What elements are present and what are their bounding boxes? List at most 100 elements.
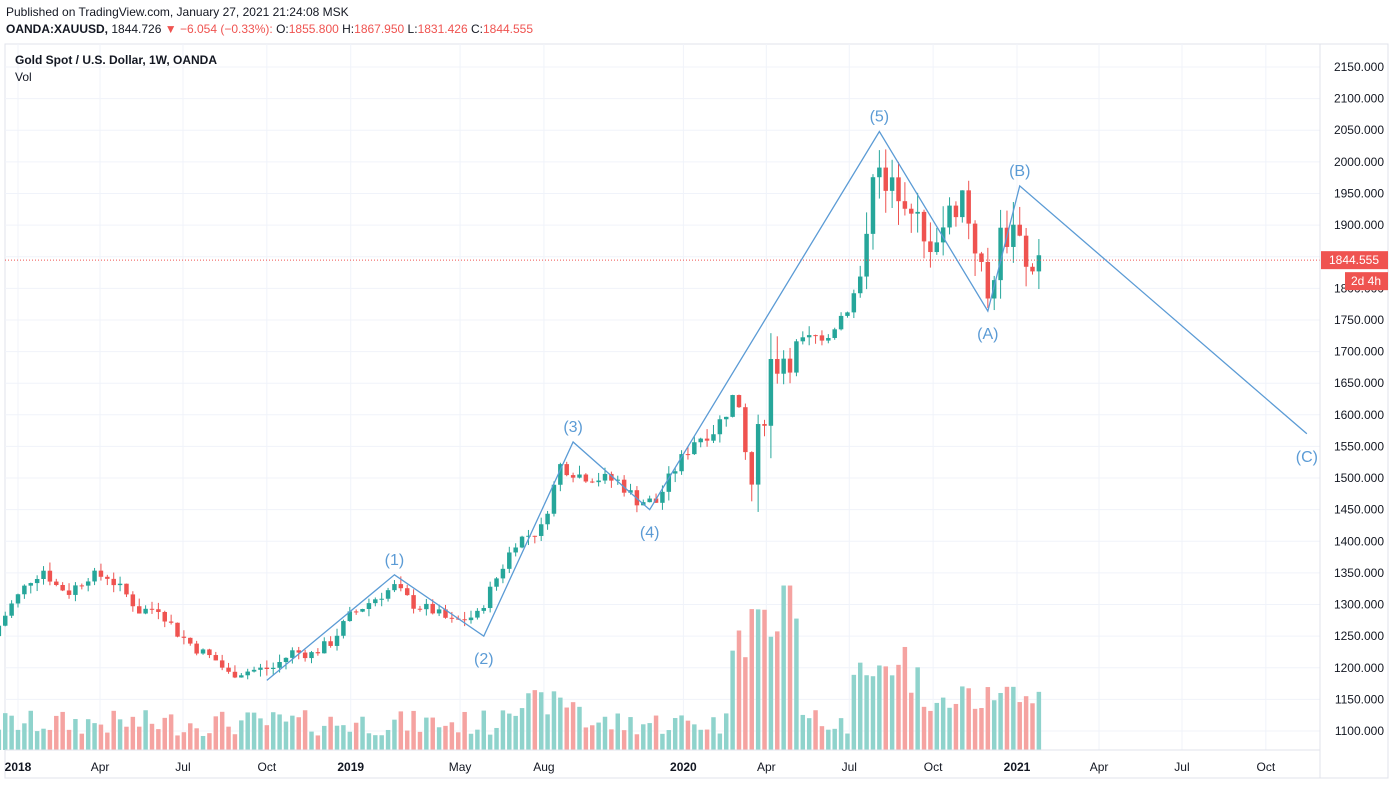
elliott-wave-drawing[interactable]: (1) (2) (3) (4) (5) (A) (B) (C): [266, 109, 1318, 681]
candle-body: [532, 535, 538, 537]
candle-body: [366, 603, 372, 609]
candle-body: [845, 312, 850, 316]
candle-body: [672, 471, 678, 474]
candle-body: [136, 606, 142, 614]
volume-legend[interactable]: Vol: [15, 70, 32, 84]
candle-body: [819, 335, 825, 341]
volume-bar: [666, 730, 672, 750]
volume-bar: [462, 711, 467, 750]
volume-bar: [698, 729, 703, 750]
volume-bar: [347, 731, 353, 750]
candle-body: [826, 337, 831, 341]
volume-bar: [1036, 691, 1042, 750]
volume-bar: [290, 715, 295, 750]
candle-body: [794, 341, 799, 373]
time-tick-label: May: [449, 760, 472, 774]
candle-body: [494, 578, 499, 587]
low-label: L:: [407, 22, 418, 36]
candle-body: [870, 177, 876, 234]
volume-bar: [366, 733, 372, 750]
candle-body: [424, 603, 429, 610]
volume-bar: [857, 662, 863, 750]
grid-lines: [5, 44, 1320, 750]
candle-body: [360, 608, 365, 612]
volume-bar: [692, 724, 697, 750]
volume-bar: [672, 718, 678, 750]
candle-body: [322, 641, 327, 654]
price-tick-label: 2100.000: [1334, 92, 1384, 106]
candle-body: [602, 473, 608, 481]
volume-bar: [634, 734, 640, 750]
volume-bar: [928, 710, 933, 750]
candle-body: [277, 662, 282, 668]
price-tick-label: 1950.000: [1334, 186, 1384, 200]
time-tick-label: 2020: [670, 760, 697, 774]
ohlc-readout: OANDA:XAUUSD, 1844.726 ▼ −6.054 (−0.33%)…: [6, 22, 533, 36]
candle-body: [404, 588, 410, 596]
candle-body: [621, 479, 627, 493]
volume-bar: [813, 710, 818, 750]
candle-body: [583, 474, 589, 482]
candle-body: [609, 473, 614, 481]
candle-body: [251, 669, 257, 672]
volume-bar: [360, 716, 365, 750]
volume-bar: [870, 676, 876, 750]
candle-body: [156, 609, 161, 612]
volume-bar: [404, 730, 410, 750]
candle-body: [373, 599, 378, 604]
price-tick-label: 2150.000: [1334, 60, 1384, 74]
volume-bar: [34, 731, 40, 750]
volume-bar: [934, 702, 940, 750]
candle-body: [130, 594, 136, 607]
candle-body: [487, 586, 493, 609]
price-tick-label: 1750.000: [1334, 313, 1384, 327]
candle-body: [398, 584, 404, 589]
candle-body: [85, 581, 91, 586]
volume-bar: [239, 720, 244, 750]
volume-bar: [436, 727, 442, 750]
volume-bar: [889, 675, 895, 750]
candle-body: [991, 280, 997, 299]
volume-bar: [130, 716, 136, 750]
volume-bar: [647, 723, 652, 750]
time-axis[interactable]: 2018 Apr Jul Oct 2019 May Aug 2020 Apr Jul Oct 2021…: [5, 760, 1276, 774]
candle-body: [545, 513, 550, 525]
volume-bar: [513, 715, 518, 750]
volume-bar: [915, 667, 920, 750]
candle-body: [653, 498, 659, 503]
time-tick-label: Apr: [757, 760, 776, 774]
price-tick-label: 2000.000: [1334, 155, 1384, 169]
volume-bar: [41, 728, 46, 750]
volume-bar: [500, 710, 506, 750]
volume-bar: [168, 714, 174, 750]
candle-body: [162, 611, 167, 622]
candle-body: [660, 491, 665, 503]
time-tick-label: Oct: [924, 760, 943, 774]
volume-bar: [283, 721, 289, 750]
symbol-label: OANDA:XAUUSD,: [6, 22, 108, 36]
close-label: C:: [470, 22, 483, 36]
high-value: 1867.950: [354, 22, 405, 36]
candle-body: [538, 524, 544, 536]
volume-bar: [947, 707, 952, 750]
candle-body: [41, 570, 46, 580]
price-axis[interactable]: 2150.000 2100.000 2050.000 2000.000 1950.000…: [1334, 60, 1384, 738]
candle-body: [232, 671, 238, 678]
candle-body: [1017, 224, 1022, 236]
candle-body: [647, 498, 652, 503]
volume-bar: [0, 729, 2, 750]
price-tick-label: 1100.000: [1335, 724, 1384, 738]
volume-bar: [1011, 686, 1016, 750]
volume-bar: [615, 713, 620, 750]
current-price-text: 1844.555: [1329, 253, 1379, 267]
candle-body: [353, 611, 359, 613]
candle-body: [711, 434, 716, 441]
volume-bar: [136, 726, 142, 750]
series-legend[interactable]: Gold Spot / U.S. Dollar, 1W, OANDA: [15, 53, 218, 67]
volume-bar: [985, 687, 991, 750]
candle-body: [175, 622, 180, 637]
candle-body: [3, 615, 8, 626]
wave-label: (2): [474, 651, 494, 668]
volume-bar: [743, 657, 748, 750]
